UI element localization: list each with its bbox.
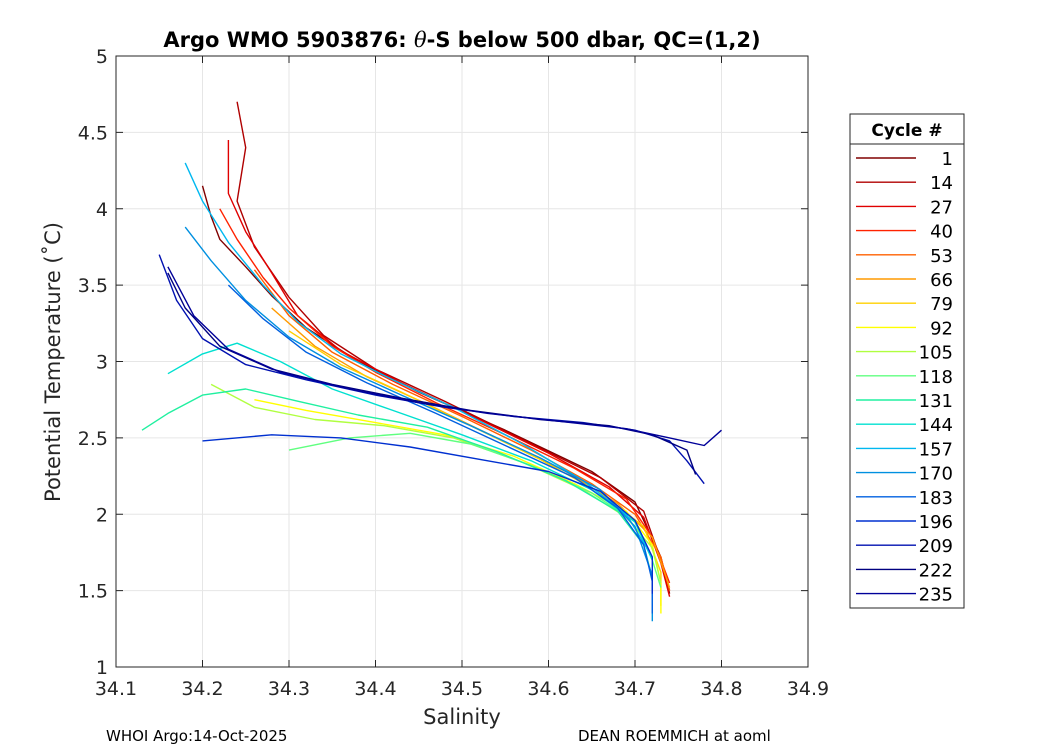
series-line-cycle-183 — [227, 284, 653, 614]
legend-label-cycle-27: 27 — [930, 197, 953, 218]
series-line-cycle-27 — [227, 140, 671, 597]
series-line-cycle-53 — [253, 269, 671, 591]
legend-label-cycle-92: 92 — [930, 318, 953, 339]
series-line-cycle-235 — [167, 266, 722, 447]
chart-title: Argo WMO 5903876: θ-S below 500 dbar, QC… — [163, 28, 760, 52]
chart-title-theta: θ — [414, 28, 427, 52]
chart-title-suffix: -S below 500 dbar, QC=(1,2) — [427, 28, 761, 52]
legend-label-cycle-222: 222 — [919, 560, 953, 581]
legend-label-cycle-53: 53 — [930, 246, 953, 267]
y-tick-label: 3 — [96, 352, 108, 374]
legend-label-cycle-79: 79 — [930, 294, 953, 315]
y-tick-label: 4.5 — [78, 122, 108, 144]
footer-left: WHOI Argo:14-Oct-2025 — [106, 727, 287, 745]
legend-label-cycle-40: 40 — [930, 222, 953, 243]
y-tick-label: 2.5 — [78, 428, 108, 450]
x-tick-label: 34.5 — [441, 678, 483, 700]
legend-label-cycle-131: 131 — [919, 391, 953, 412]
legend-label-cycle-183: 183 — [919, 488, 953, 509]
series-line-cycle-170 — [184, 226, 653, 622]
x-tick-label: 34.4 — [354, 678, 396, 700]
y-tick-label: 2 — [96, 504, 108, 526]
x-tick-label: 34.1 — [95, 678, 137, 700]
series-line-cycle-131 — [141, 388, 653, 579]
chart-title-prefix: Argo WMO 5903876: — [163, 28, 414, 52]
series-line-cycle-222 — [167, 272, 697, 475]
legend-label-cycle-196: 196 — [919, 512, 953, 533]
legend-label-cycle-170: 170 — [919, 464, 953, 485]
y-tick-label: 5 — [96, 46, 108, 68]
legend-label-cycle-157: 157 — [919, 439, 953, 460]
legend-title: Cycle # — [871, 121, 942, 141]
y-axis-label: Potential Temperature (˚C) — [41, 222, 65, 502]
y-tick-label: 1.5 — [78, 581, 108, 603]
y-tick-label: 4 — [96, 199, 108, 221]
legend-label-cycle-144: 144 — [919, 415, 953, 436]
x-tick-label: 34.9 — [787, 678, 829, 700]
series-line-cycle-157 — [184, 162, 653, 558]
legend-label-cycle-209: 209 — [919, 536, 953, 557]
series-line-cycle-196 — [202, 434, 653, 594]
legend-label-cycle-118: 118 — [919, 367, 953, 388]
x-tick-label: 34.6 — [527, 678, 569, 700]
legend-label-cycle-14: 14 — [930, 173, 953, 194]
x-tick-label: 34.8 — [700, 678, 742, 700]
x-tick-label: 34.7 — [614, 678, 656, 700]
legend-label-cycle-105: 105 — [919, 343, 953, 364]
x-tick-label: 34.2 — [181, 678, 223, 700]
legend-label-cycle-235: 235 — [919, 585, 953, 606]
x-axis-label: Salinity — [423, 705, 501, 729]
series-line-cycle-40 — [219, 208, 671, 584]
legend-label-cycle-1: 1 — [942, 149, 953, 170]
axis-ticks: 34.1 34.2 34.3 34.4 34.5 34.6 34.7 34.8 34.911.5… — [78, 46, 829, 700]
footer-right: DEAN ROEMMICH at aoml — [578, 727, 771, 745]
legend-box — [849, 113, 965, 609]
y-tick-label: 3.5 — [78, 275, 108, 297]
series-group — [141, 101, 722, 622]
legend-label-cycle-66: 66 — [930, 270, 953, 291]
legend: Cycle # 1 14 27 40 53 66 79 92 105 118 131 144 157 17… — [849, 113, 965, 609]
x-tick-label: 34.3 — [268, 678, 310, 700]
y-tick-label: 1 — [96, 657, 108, 679]
